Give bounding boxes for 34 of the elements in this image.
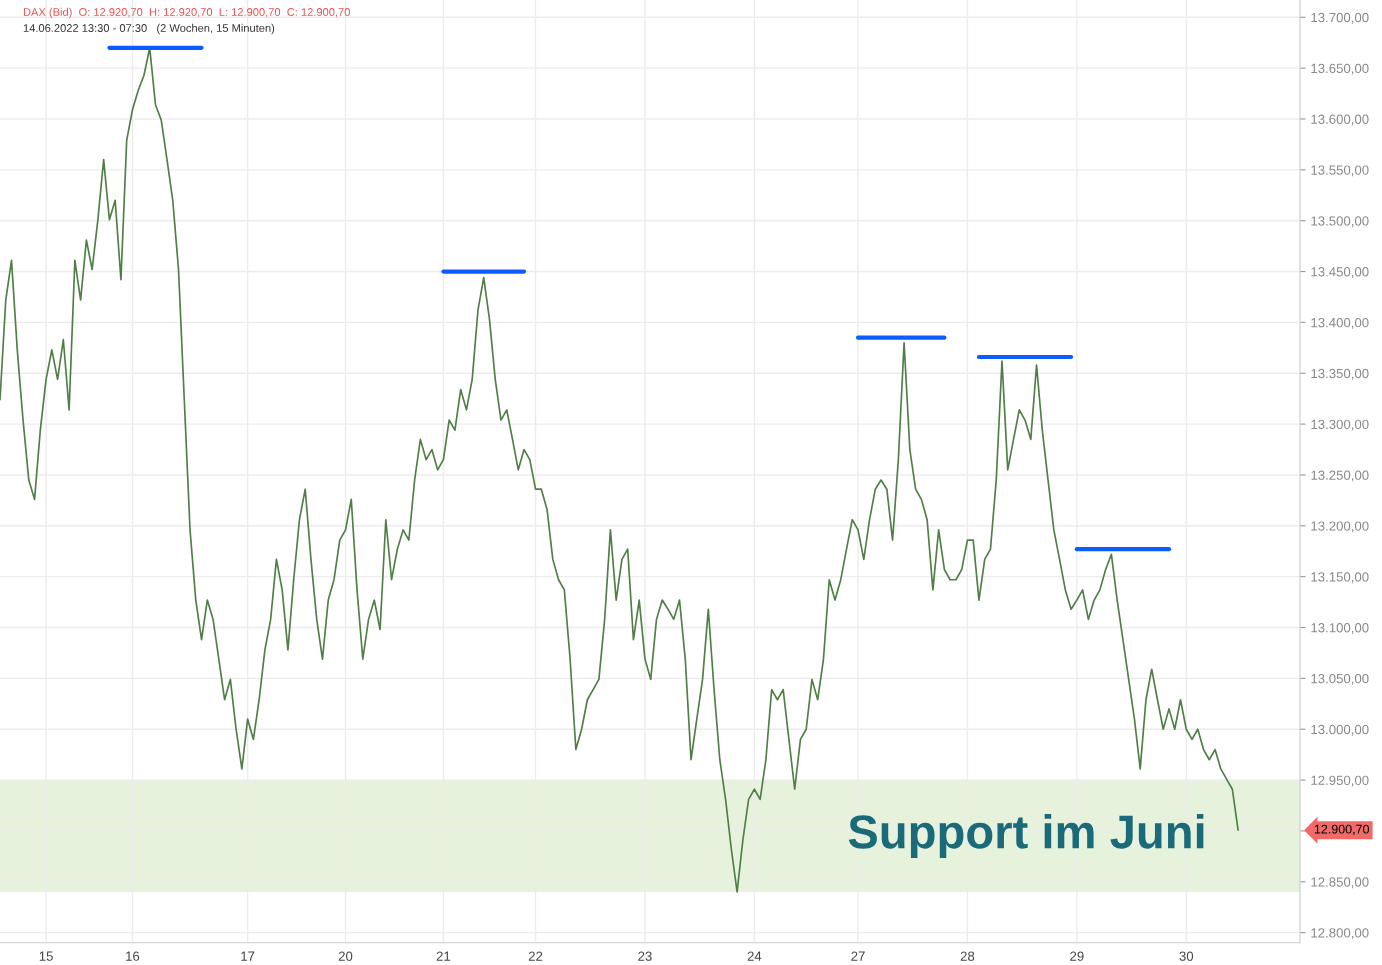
y-tick-label: 12.850,00 bbox=[1311, 877, 1369, 889]
y-tick-label: 13.050,00 bbox=[1311, 673, 1369, 685]
x-tick-label: 16 bbox=[126, 951, 140, 961]
x-tick-label: 29 bbox=[1070, 951, 1084, 961]
y-tick-label: 13.250,00 bbox=[1311, 470, 1369, 482]
y-tick-label: 13.400,00 bbox=[1311, 317, 1369, 329]
x-tick-label: 21 bbox=[436, 951, 451, 961]
y-tick-label: 13.450,00 bbox=[1311, 267, 1369, 279]
x-tick-label: 23 bbox=[638, 951, 652, 961]
y-tick-label: 13.200,00 bbox=[1311, 521, 1369, 533]
y-tick-label: 13.150,00 bbox=[1311, 572, 1369, 584]
y-tick-label: 13.650,00 bbox=[1311, 63, 1369, 75]
y-tick-label: 13.700,00 bbox=[1311, 12, 1369, 24]
x-tick-label: 20 bbox=[338, 951, 353, 961]
y-tick-label: 13.300,00 bbox=[1311, 419, 1369, 431]
y-tick-label: 13.000,00 bbox=[1311, 724, 1369, 736]
x-tick-label: 22 bbox=[528, 951, 543, 961]
band-label: Support im Juni bbox=[848, 814, 1204, 859]
y-tick-label: 13.100,00 bbox=[1311, 623, 1369, 634]
x-tick-label: 15 bbox=[39, 951, 53, 961]
y-tick-label: 13.600,00 bbox=[1311, 114, 1369, 126]
x-tick-label: 28 bbox=[960, 951, 975, 961]
text: DAX (Bid) O: 12.920,70 H: 12.920,70 L: 12.900,70 C: 12.900,70 bbox=[23, 7, 350, 19]
x-tick-label: 17 bbox=[241, 951, 255, 961]
y-tick-label: 12.800,00 bbox=[1311, 928, 1369, 940]
x-tick-label: 27 bbox=[851, 951, 865, 961]
y-tick-label: 12.950,00 bbox=[1311, 775, 1369, 787]
text: 12.900,70 bbox=[1314, 824, 1370, 836]
y-tick-label: 13.350,00 bbox=[1311, 368, 1369, 380]
x-tick-label: 30 bbox=[1179, 951, 1194, 961]
text: 14.06.2022 13:30 - 07:30 (2 Wochen, 15 Minuten) bbox=[23, 23, 275, 35]
y-tick-label: 13.500,00 bbox=[1311, 216, 1369, 228]
x-tick-label: 24 bbox=[747, 951, 762, 961]
y-tick-label: 13.550,00 bbox=[1311, 165, 1369, 177]
